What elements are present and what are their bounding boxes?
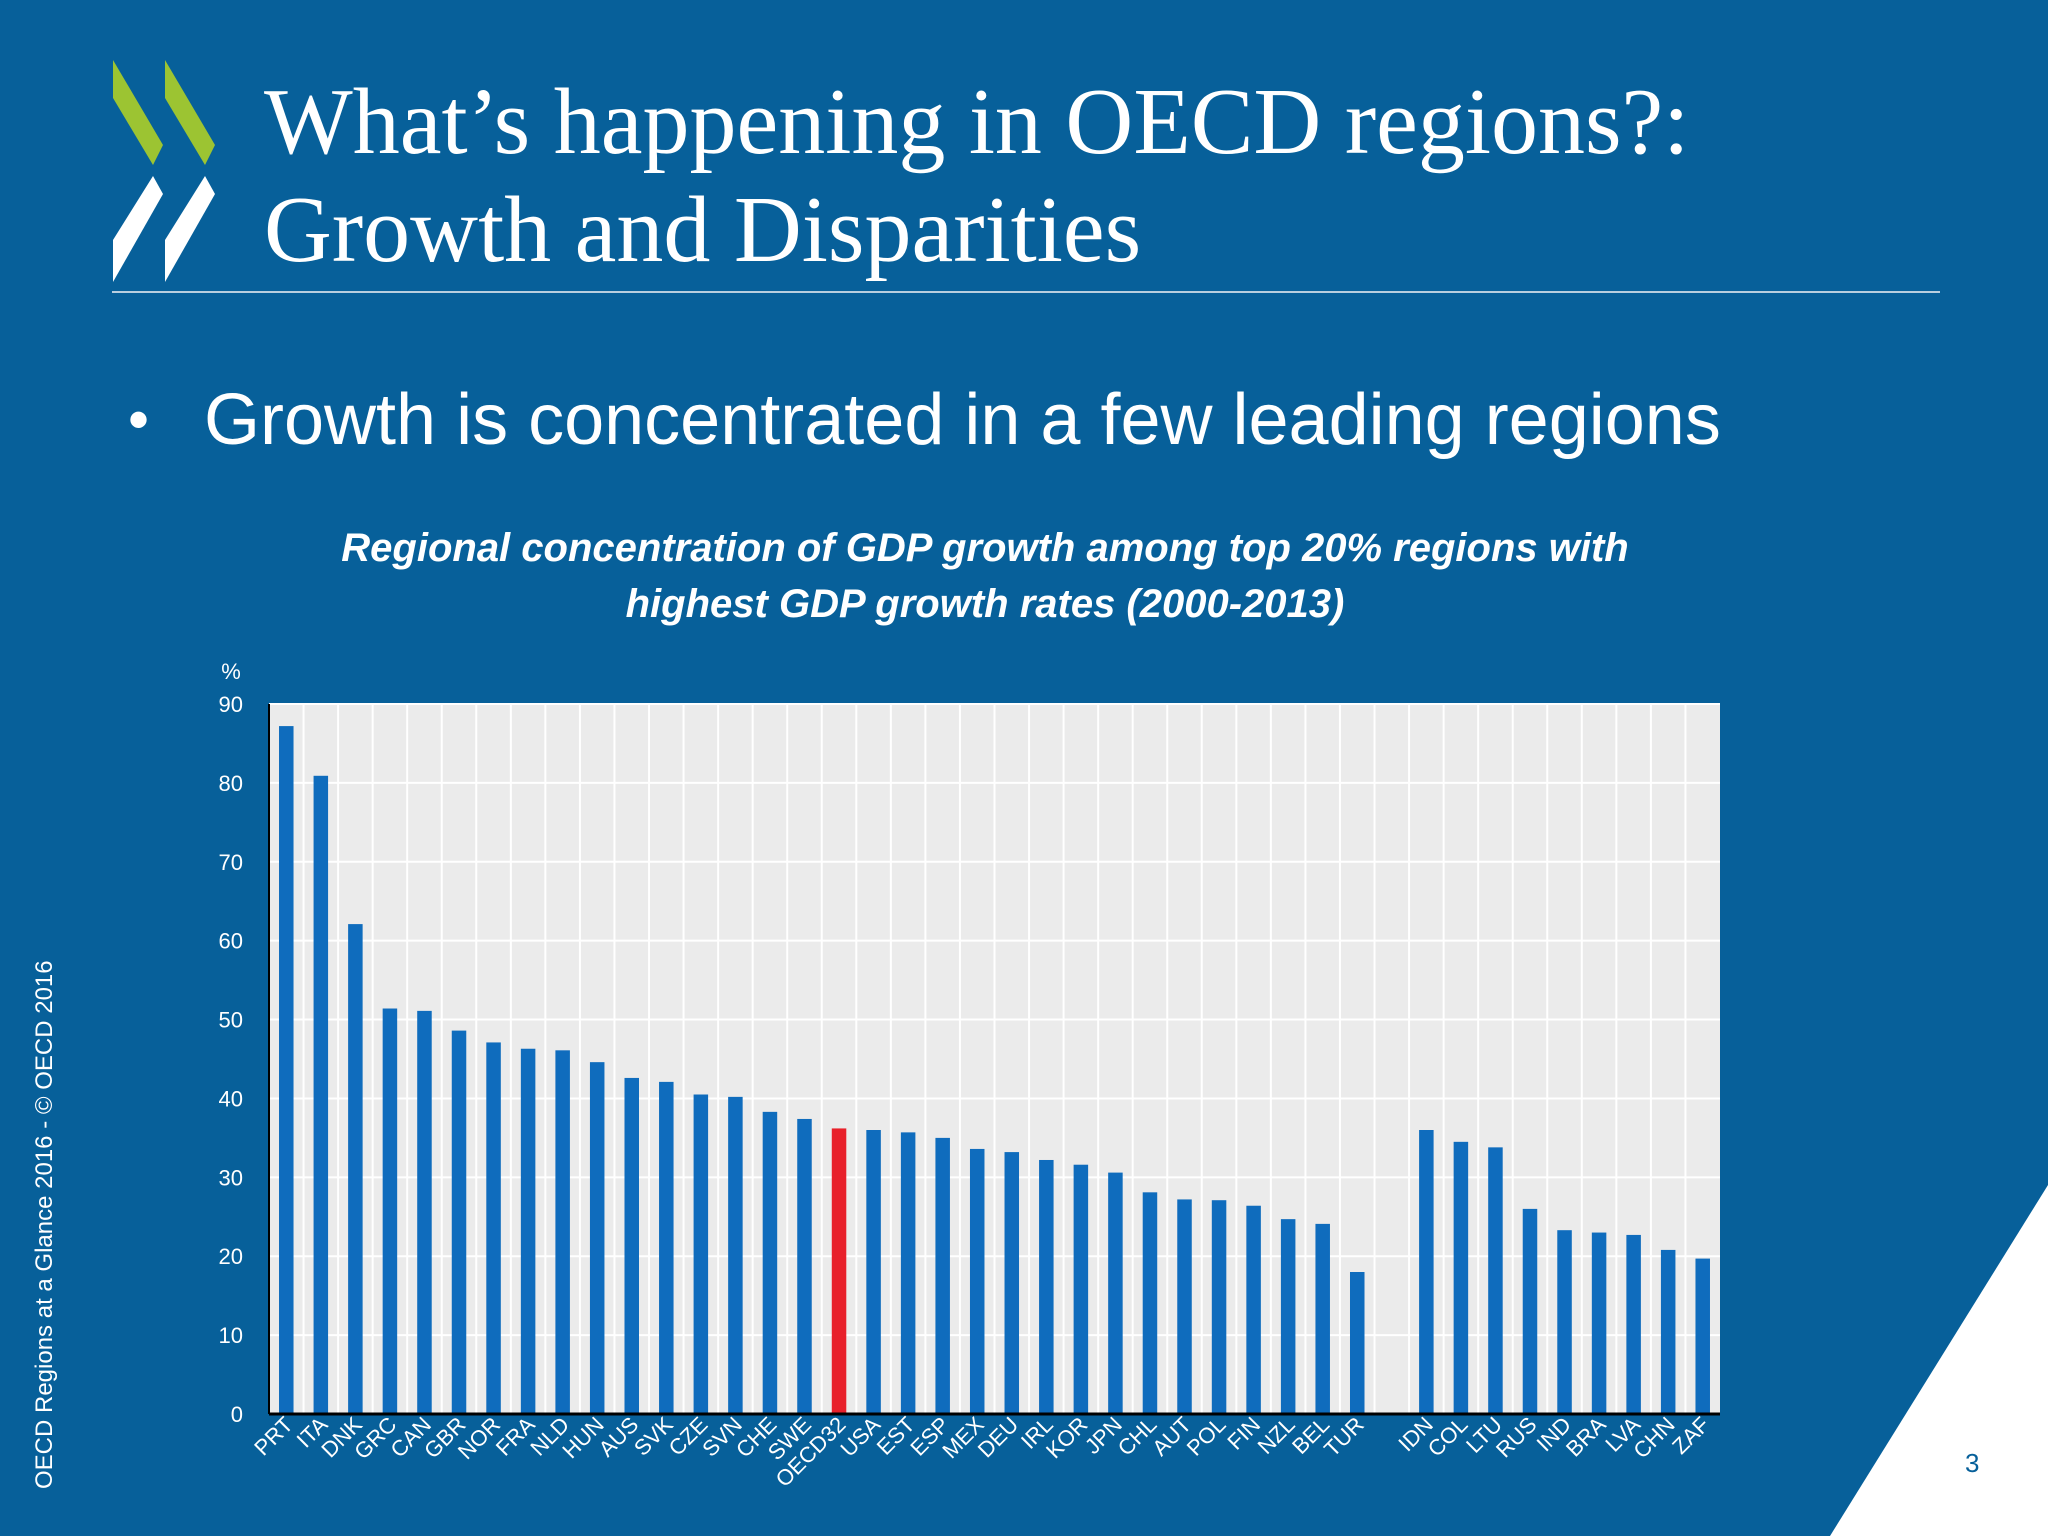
bar — [728, 1096, 743, 1414]
bullet-point: • Growth is concentrated in a few leading… — [128, 375, 1721, 465]
side-credit: OECD Regions at a Glance 2016 - © OECD 2… — [31, 960, 58, 1489]
bar — [1557, 1230, 1572, 1414]
y-tick-label: 10 — [219, 1323, 243, 1348]
y-tick-label: 60 — [219, 929, 243, 954]
bar — [624, 1077, 640, 1414]
bar — [348, 924, 363, 1414]
bar — [1004, 1152, 1020, 1414]
bar — [1246, 1205, 1261, 1414]
bar — [1039, 1159, 1054, 1414]
bar — [1488, 1147, 1503, 1414]
y-tick-label: 90 — [219, 692, 243, 717]
bar — [555, 1050, 570, 1414]
bar — [866, 1130, 881, 1414]
slide-title-line-2: Growth and Disparities — [264, 178, 1142, 282]
bar — [1453, 1141, 1469, 1414]
slide-title-line-1: What’s happening in OECD regions?: — [264, 70, 1690, 174]
y-tick-label: 20 — [219, 1244, 243, 1269]
bar — [520, 1048, 536, 1414]
title-divider — [112, 291, 1940, 293]
x-category-label: PRT — [249, 1412, 298, 1461]
y-tick-label: 30 — [219, 1165, 243, 1190]
bullet-icon: • — [128, 386, 150, 453]
bar — [589, 1062, 605, 1414]
bar — [1108, 1172, 1123, 1414]
oecd-chevron-logo — [113, 60, 215, 282]
bar — [1626, 1234, 1641, 1414]
bar — [1073, 1164, 1089, 1414]
bar — [969, 1148, 985, 1414]
bar — [279, 726, 294, 1414]
bullet-text: Growth is concentrated in a few leading … — [204, 380, 1721, 460]
bar — [451, 1030, 467, 1414]
x-category-label: TUR — [1319, 1412, 1369, 1462]
bar — [659, 1081, 674, 1414]
bar — [1522, 1208, 1538, 1414]
bar — [1349, 1272, 1365, 1414]
bar — [382, 1008, 398, 1414]
bar — [1591, 1232, 1607, 1414]
bar — [1280, 1219, 1296, 1414]
bar — [693, 1094, 709, 1414]
bar-highlight — [831, 1128, 847, 1414]
bar — [762, 1111, 778, 1414]
chart-title-line-2: highest GDP growth rates (2000-2013) — [625, 582, 1345, 626]
bar — [1695, 1258, 1710, 1414]
bar — [417, 1010, 432, 1414]
bar — [935, 1137, 950, 1414]
y-tick-label: 50 — [219, 1008, 243, 1033]
bar — [1660, 1249, 1676, 1414]
page-number: 3 — [1965, 1448, 1980, 1478]
bar — [1211, 1200, 1227, 1414]
y-tick-label: 0 — [231, 1402, 243, 1427]
bar — [1315, 1223, 1330, 1414]
bar — [486, 1042, 501, 1414]
bar — [900, 1132, 916, 1414]
bar — [1177, 1199, 1192, 1414]
bar — [1419, 1130, 1434, 1414]
bar — [797, 1118, 812, 1414]
bar — [313, 775, 329, 1414]
chart-title-line-1: Regional concentration of GDP growth amo… — [341, 526, 1629, 570]
bar — [1142, 1192, 1158, 1414]
y-tick-label: 40 — [219, 1086, 243, 1111]
chart-title: Regional concentration of GDP growth amo… — [200, 520, 1770, 632]
y-axis-unit-label: % — [221, 659, 241, 684]
slide-title: What’s happening in OECD regions?: Growt… — [264, 68, 1914, 284]
y-tick-label: 80 — [219, 771, 243, 796]
y-tick-label: 70 — [219, 850, 243, 875]
x-category-label: ZAF — [1667, 1412, 1714, 1459]
